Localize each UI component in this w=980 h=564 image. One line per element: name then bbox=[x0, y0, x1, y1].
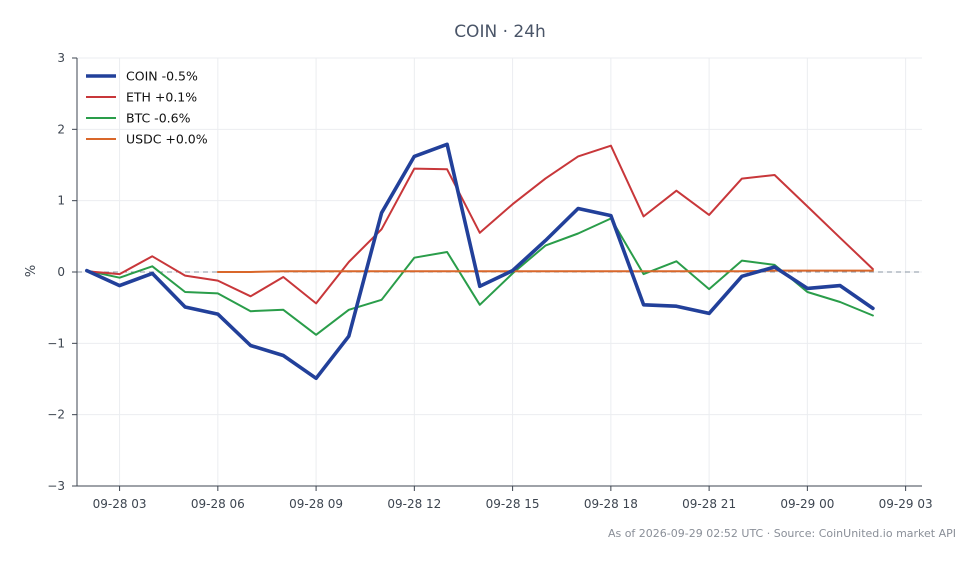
x-tick-label: 09-28 15 bbox=[486, 497, 540, 511]
x-tick-label: 09-28 12 bbox=[387, 497, 441, 511]
y-tick-label: 1 bbox=[57, 194, 65, 208]
legend-label-coin: COIN -0.5% bbox=[126, 69, 198, 84]
x-tick-label: 09-28 06 bbox=[191, 497, 245, 511]
legend-label-btc: BTC -0.6% bbox=[126, 111, 191, 126]
x-tick-label: 09-29 00 bbox=[780, 497, 834, 511]
series-line-coin bbox=[85, 142, 875, 381]
x-tick-label: 09-28 09 bbox=[289, 497, 343, 511]
series-line-eth bbox=[85, 144, 874, 305]
x-tick-label: 09-28 03 bbox=[93, 497, 147, 511]
footnote: As of 2026-09-29 02:52 UTC · Source: Coi… bbox=[608, 527, 956, 540]
x-tick-label: 09-28 21 bbox=[682, 497, 736, 511]
y-tick-label: 2 bbox=[57, 122, 65, 136]
y-tick-label: −2 bbox=[47, 408, 65, 422]
chart-title: COIN · 24h bbox=[454, 22, 546, 42]
legend-label-eth: ETH +0.1% bbox=[126, 90, 197, 105]
series-line-btc bbox=[85, 217, 874, 336]
axes: 3 2 1 0 −1 −2 −3 09-28 03 09-28 06 09-28 09 09-28 … bbox=[47, 51, 932, 511]
x-tick-label: 09-28 18 bbox=[584, 497, 638, 511]
y-tick-label: −1 bbox=[47, 336, 65, 350]
legend: COIN -0.5% ETH +0.1% BTC -0.6% USDC +0.0% bbox=[86, 69, 208, 147]
y-axis-label: % bbox=[24, 265, 39, 277]
y-tick-label: −3 bbox=[47, 479, 65, 493]
legend-label-usdc: USDC +0.0% bbox=[126, 132, 208, 147]
y-tick-label: 0 bbox=[57, 265, 65, 279]
series-lines bbox=[85, 142, 875, 381]
x-tick-label: 09-29 03 bbox=[879, 497, 933, 511]
y-tick-label: 3 bbox=[57, 51, 65, 65]
